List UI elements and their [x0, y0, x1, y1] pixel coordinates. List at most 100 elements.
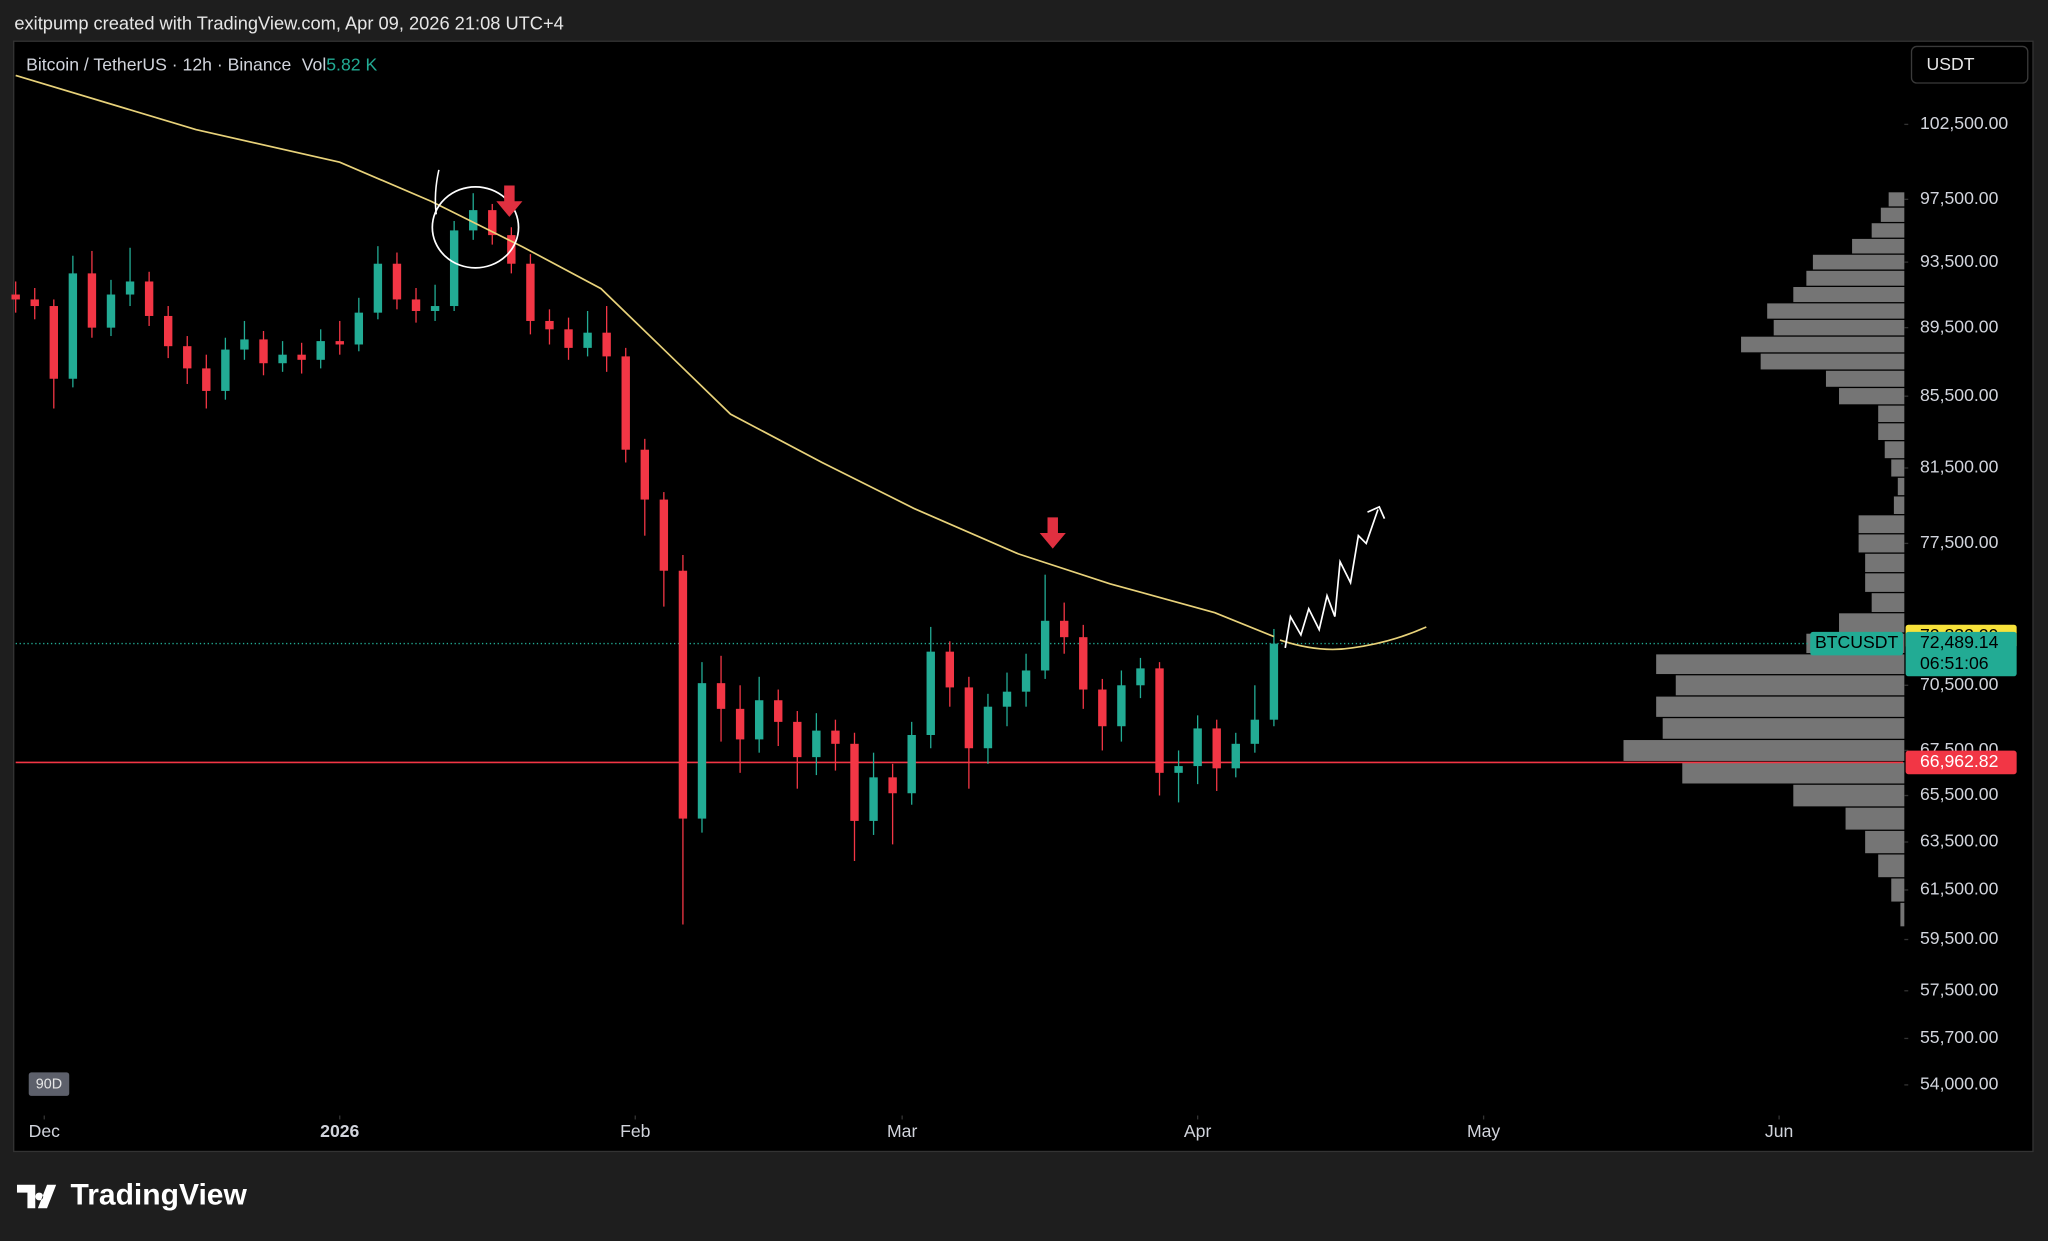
volume-profile-bar [1900, 902, 1905, 927]
moving-average [15, 74, 1275, 638]
hline-price-label: 66,962.82 [1920, 751, 1998, 771]
countdown-label: 06:51:06 [1920, 653, 1989, 673]
candle-body [926, 651, 935, 735]
symbol-label: BTCUSDT [1815, 632, 1898, 652]
candle-body [697, 683, 707, 819]
candle-body [163, 315, 173, 347]
candle-body [754, 700, 764, 740]
candle-body [1117, 685, 1126, 727]
red-arrow [1039, 517, 1066, 549]
candle-body [716, 683, 726, 709]
volume-profile-bar [1865, 830, 1905, 854]
candle-body [278, 354, 287, 364]
y-tick-label: 89,500.00 [1920, 316, 1999, 336]
candle-body [983, 706, 993, 749]
candle-body [964, 687, 974, 749]
candle-body [221, 349, 230, 391]
volume-profile-bar [1825, 370, 1905, 387]
volume-profile-bar [1682, 762, 1905, 784]
logo-mark [16, 1184, 57, 1209]
volume-profile-bar [1888, 192, 1905, 207]
currency-label: USDT [1927, 54, 1975, 74]
arrow-head [1367, 505, 1386, 519]
logo: TradingView [16, 1178, 248, 1211]
volume-profile-bar [1880, 207, 1905, 222]
candle-body [1231, 743, 1240, 769]
volume-profile-bar [1773, 319, 1905, 336]
candle-body [1174, 766, 1183, 773]
candle-body [774, 700, 783, 722]
candle-body [640, 449, 649, 500]
title: Bitcoin / TetherUS · 12h · Binance [26, 54, 291, 74]
plot: 102,500.00 97,500.00 93,500.00 89,500.00 85,… [11, 74, 2017, 1141]
volume-profile-bar [1871, 593, 1905, 613]
candle-body [430, 306, 440, 311]
volume-profile-bar [1891, 878, 1905, 902]
candle-body [335, 341, 344, 345]
candle-body [392, 263, 402, 300]
candle-body [183, 346, 192, 369]
candle-body [354, 312, 364, 345]
volume-profile-bar [1656, 696, 1905, 717]
candle-body [526, 263, 535, 321]
y-tick-label: 61,500.00 [1920, 879, 1999, 899]
candle-body [125, 281, 135, 295]
y-tick-label: 55,700.00 [1920, 1027, 1999, 1047]
candle-body [87, 273, 97, 328]
candle-body [316, 341, 325, 360]
candle-body [488, 210, 497, 236]
annotations [431, 169, 1427, 651]
candle-body [1002, 691, 1012, 707]
path-projection [1284, 509, 1379, 649]
candle-body [1193, 728, 1202, 767]
red-arrow [496, 185, 523, 217]
y-tick-label: 93,500.00 [1920, 251, 1999, 271]
volume-profile-bar [1858, 515, 1905, 534]
volume-profile-bar [1878, 405, 1905, 423]
candle-body [678, 570, 688, 819]
header-text: exitpump created with TradingView.com, A… [14, 13, 563, 34]
x-tick-label: Jun [1765, 1121, 1793, 1141]
x-tick-label: Apr [1184, 1121, 1212, 1141]
volume-profile-bar [1891, 459, 1905, 477]
candle-body [297, 354, 306, 360]
volume-profile-bar [1893, 496, 1905, 515]
candle-body [869, 777, 878, 821]
candle-body [106, 294, 116, 328]
volume-profile-bar [1675, 675, 1905, 696]
y-tick-label: 57,500.00 [1920, 979, 1999, 999]
volume-profile-bar [1897, 477, 1905, 496]
volume-profile-bar [1878, 423, 1905, 440]
volume-profile-bar [1884, 441, 1905, 459]
volume-profile-bar [1871, 223, 1905, 238]
candle-body [1212, 728, 1221, 769]
volume-profile-bar [1767, 303, 1905, 319]
candle-body [564, 329, 573, 348]
volume-profile-bar [1656, 654, 1905, 675]
candle-body [659, 499, 669, 571]
candle-body [735, 708, 745, 740]
y-tick-label: 102,500.00 [1920, 113, 2008, 133]
volume-profile-bar [1623, 740, 1905, 761]
candle-body [259, 339, 268, 364]
volume-profile-bar [1852, 238, 1905, 254]
candle-body [11, 294, 20, 300]
candle-body [469, 210, 478, 231]
volume-profile-bar [1741, 336, 1905, 353]
volume-profile-bar [1839, 388, 1905, 405]
candle-body [1021, 670, 1031, 692]
range-button[interactable] [28, 1072, 70, 1096]
volume-profile-bar [1793, 784, 1905, 807]
volume-profile-bar [1793, 287, 1905, 303]
candle-body [793, 721, 802, 758]
volume-profile-bar [1865, 573, 1905, 592]
range-label: 90D [36, 1077, 62, 1093]
currency-button[interactable] [1910, 45, 2029, 84]
candle-body [202, 368, 211, 391]
candle-body [1250, 719, 1260, 744]
x-tick-label: Dec [29, 1121, 61, 1141]
y-tick-label: 54,000.00 [1920, 1074, 1999, 1094]
circle-annotation [431, 186, 520, 269]
volume-profile-bar [1839, 613, 1905, 633]
